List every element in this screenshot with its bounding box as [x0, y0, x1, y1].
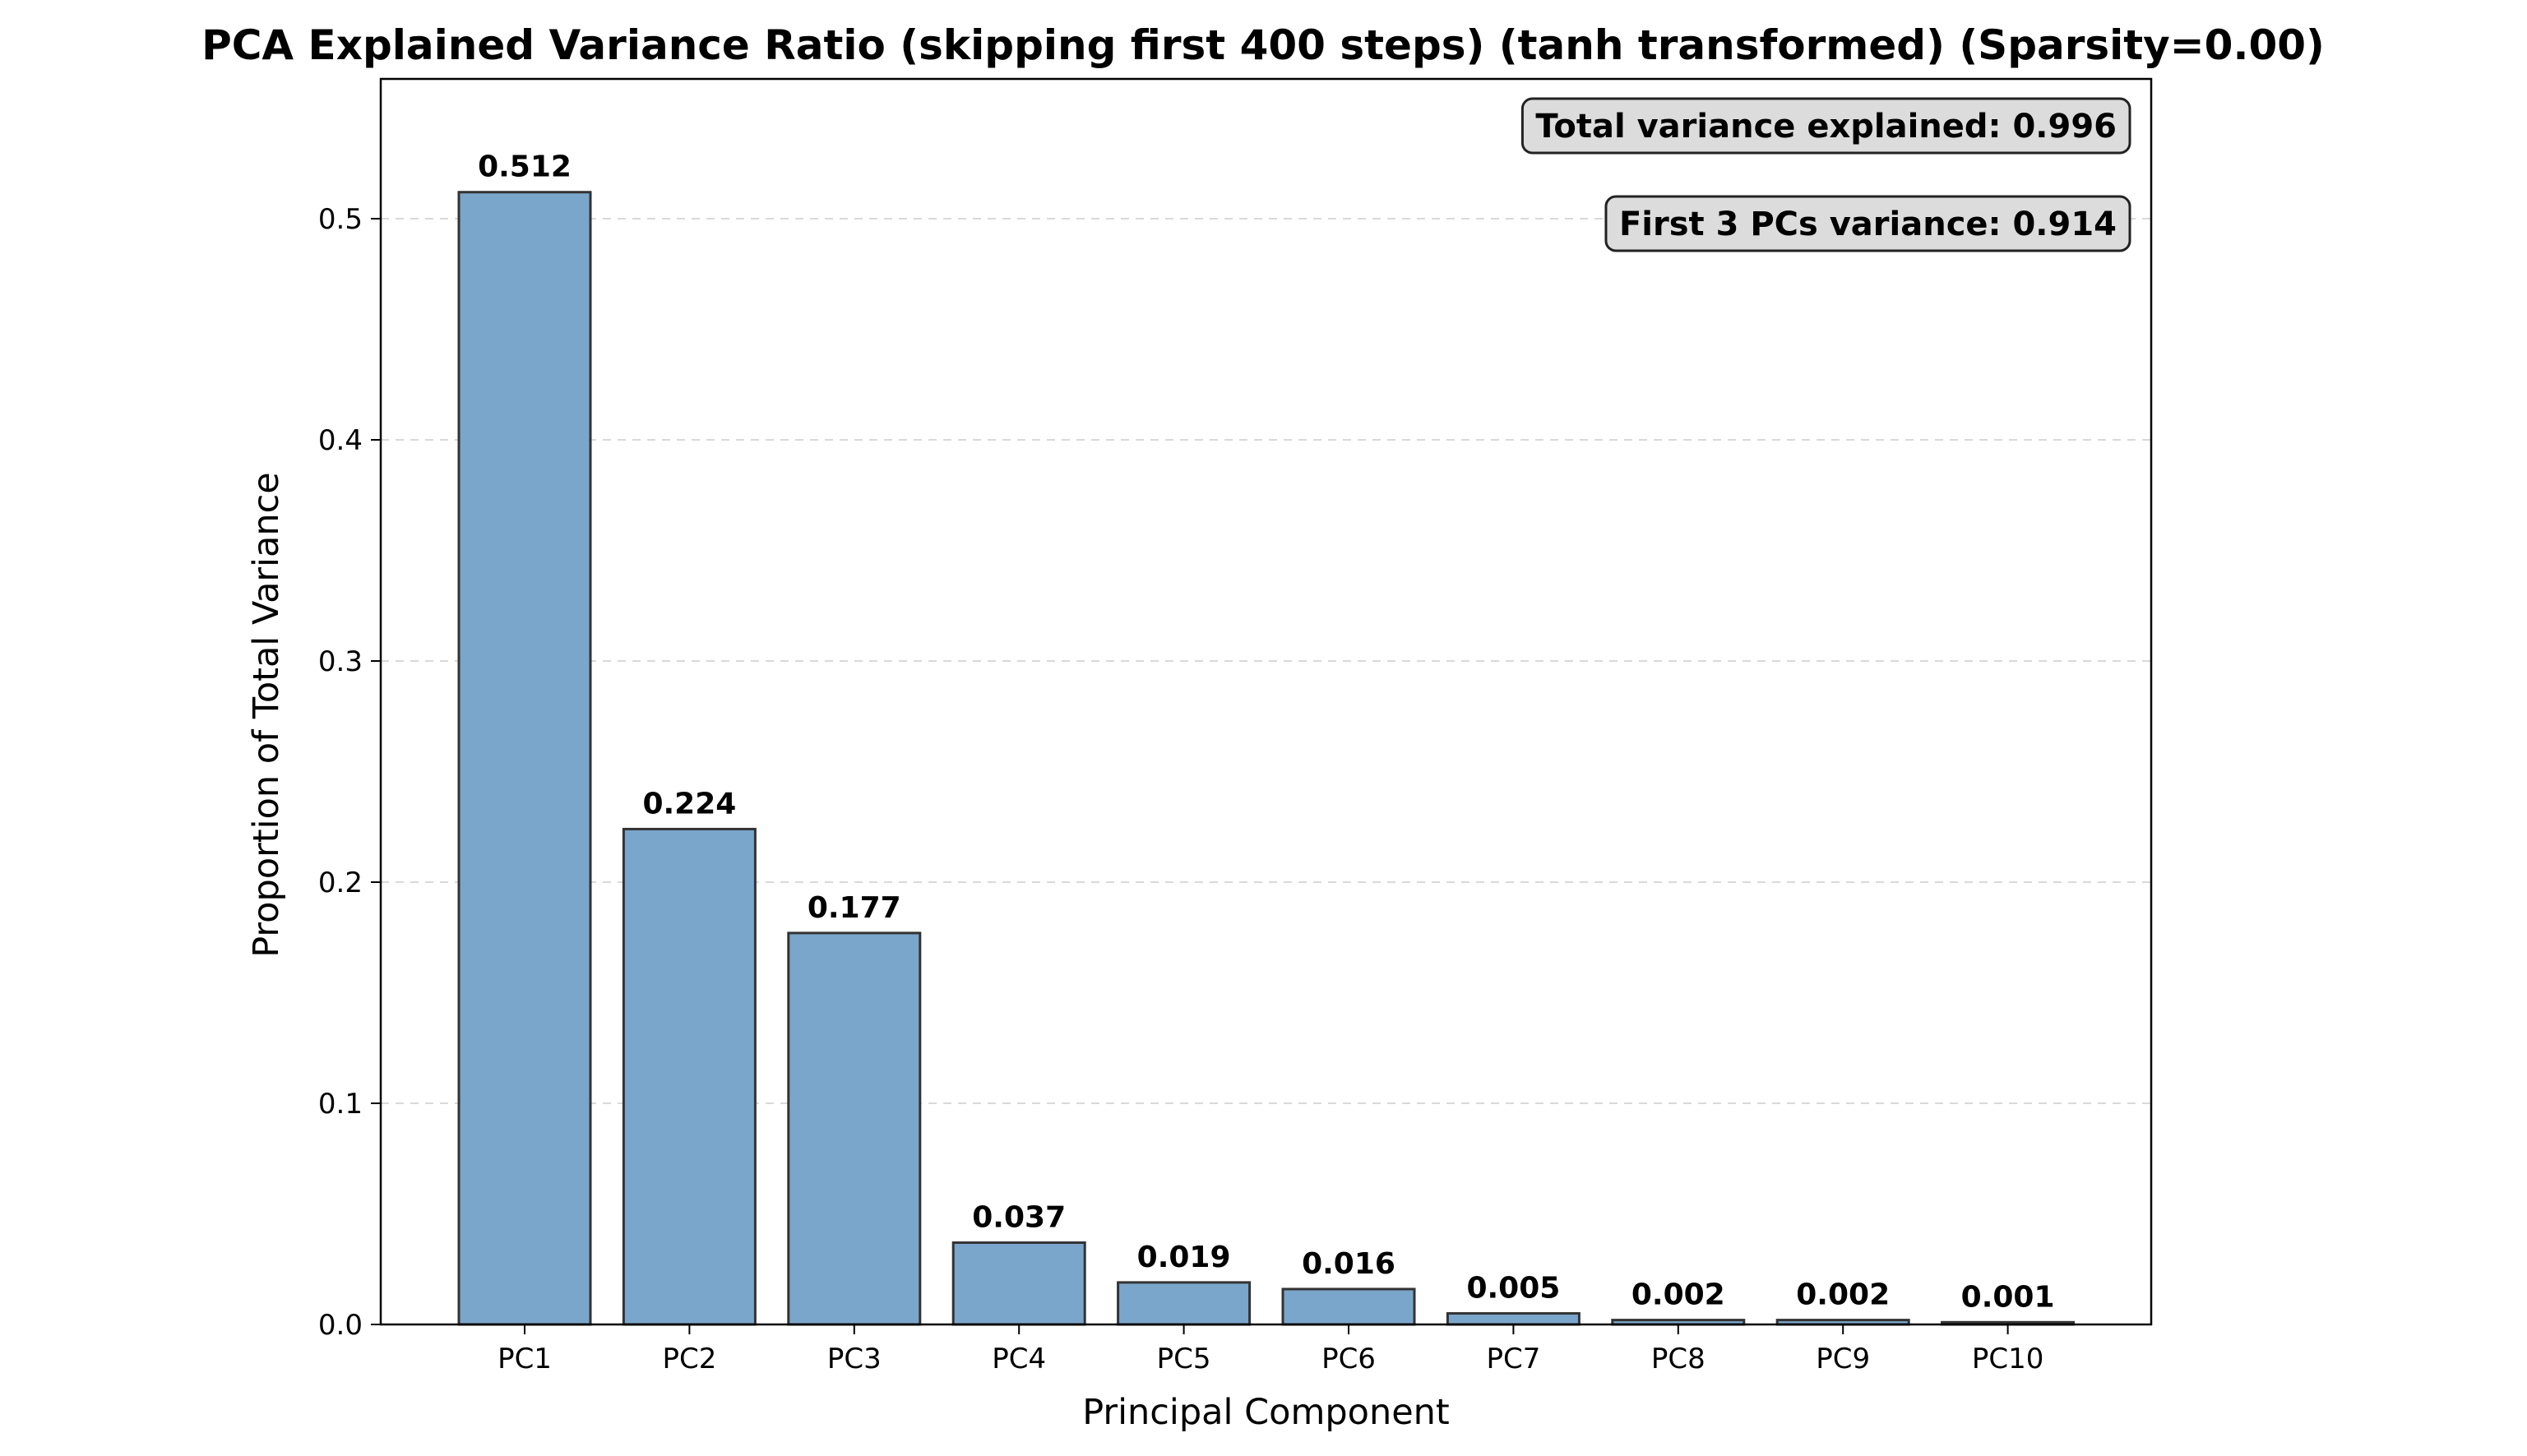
annotations: Total variance explained: 0.996 First 3 P… — [1520, 97, 2131, 252]
annotation-background — [1520, 97, 2131, 155]
plot-area-frame — [379, 77, 2153, 1326]
x-tick-label: PC1 — [498, 1343, 552, 1375]
bar-value-labels: 0.512 0.224 0.177 0.037 0.019 0.016 0.005 0.002… — [478, 150, 2054, 1315]
bar-value-label: 0.177 — [808, 891, 901, 925]
y-tick-label: 0.5 — [318, 203, 363, 236]
bar-value-label: 0.016 — [1302, 1247, 1395, 1281]
x-tick-label: PC7 — [1486, 1343, 1540, 1375]
x-tick-label: PC3 — [827, 1343, 882, 1375]
bar-pc2 — [622, 827, 757, 1326]
bar-pc4 — [951, 1241, 1086, 1326]
annotation-box: First 3 PCs variance: 0.914 — [1604, 195, 2131, 252]
y-axis-ticks: 0.0 0.1 0.2 0.3 0.4 0.5 — [318, 203, 381, 1342]
x-axis-ticks: PC1 PC2 PC3 PC4 PC5 PC6 PC7 PC8 PC9 PC10 — [498, 1324, 2043, 1375]
y-tick-label: 0.0 — [318, 1309, 363, 1342]
chart-title: PCA Explained Variance Ratio (skipping f… — [201, 21, 2325, 69]
bar-value-label: 0.224 — [642, 787, 736, 820]
bar-value-label: 0.037 — [972, 1200, 1066, 1234]
x-tick-label: PC4 — [992, 1343, 1046, 1375]
y-axis-label: Proportion of Total Variance — [246, 472, 287, 958]
bar-value-label: 0.002 — [1796, 1278, 1890, 1312]
x-tick-label: PC5 — [1157, 1343, 1211, 1375]
bar-value-label: 0.001 — [1961, 1280, 2055, 1314]
annotation-text: Total variance explained: 0.996 — [1535, 108, 2117, 146]
y-tick-label: 0.3 — [318, 645, 363, 678]
x-tick-label: PC9 — [1816, 1343, 1870, 1375]
bar-pc5 — [1117, 1281, 1252, 1326]
bar-pc6 — [1281, 1287, 1416, 1326]
x-tick-label: PC6 — [1321, 1343, 1376, 1375]
x-tick-label: PC8 — [1651, 1343, 1705, 1375]
bar-pc3 — [787, 931, 922, 1326]
annotation-background — [1604, 195, 2131, 252]
bar-value-label: 0.005 — [1466, 1272, 1560, 1306]
y-tick-label: 0.4 — [318, 424, 363, 457]
x-tick-label: PC2 — [662, 1343, 716, 1375]
annotation-text: First 3 PCs variance: 0.914 — [1619, 206, 2117, 243]
y-tick-label: 0.2 — [318, 867, 363, 899]
bar-pc7 — [1446, 1312, 1581, 1326]
bar-value-label: 0.019 — [1137, 1241, 1231, 1274]
bar-pc1 — [457, 191, 592, 1326]
y-tick-label: 0.1 — [318, 1088, 363, 1121]
x-tick-label: PC10 — [1972, 1343, 2044, 1375]
bar-value-label: 0.002 — [1631, 1278, 1725, 1312]
x-axis-label: Principal Component — [1082, 1392, 1450, 1433]
annotation-box: Total variance explained: 0.996 — [1520, 97, 2131, 155]
bars — [457, 191, 2076, 1326]
bar-value-label: 0.512 — [478, 150, 572, 184]
